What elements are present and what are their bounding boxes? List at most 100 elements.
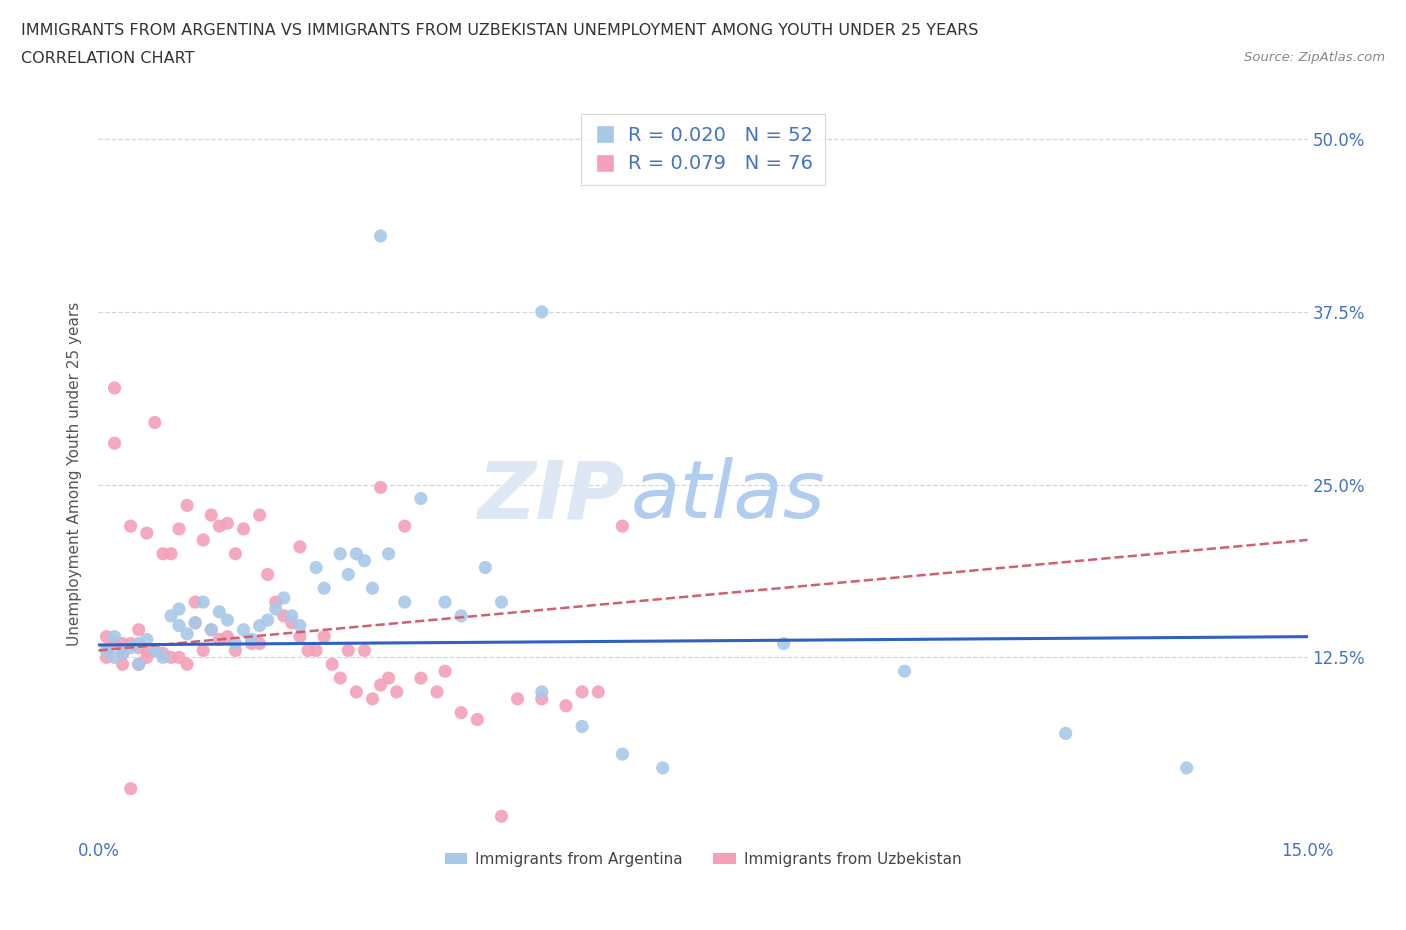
Point <box>184 616 207 631</box>
Point <box>273 591 295 605</box>
Point <box>612 519 634 534</box>
Point <box>120 519 142 534</box>
Point <box>329 671 352 685</box>
Point <box>176 657 198 671</box>
Point <box>200 622 222 637</box>
Point <box>128 657 150 671</box>
Point <box>135 650 157 665</box>
Point <box>506 691 529 706</box>
Point <box>530 684 553 699</box>
Point <box>152 546 174 561</box>
Point <box>370 678 392 693</box>
Text: Source: ZipAtlas.com: Source: ZipAtlas.com <box>1244 51 1385 64</box>
Point <box>103 436 125 451</box>
Text: IMMIGRANTS FROM ARGENTINA VS IMMIGRANTS FROM UZBEKISTAN UNEMPLOYMENT AMONG YOUTH: IMMIGRANTS FROM ARGENTINA VS IMMIGRANTS … <box>21 23 979 38</box>
Point <box>353 553 375 568</box>
Point <box>450 608 472 623</box>
Text: CORRELATION CHART: CORRELATION CHART <box>21 51 194 66</box>
Point <box>1175 761 1198 776</box>
Point <box>264 602 287 617</box>
Point <box>224 546 246 561</box>
Point <box>176 627 198 642</box>
Point <box>651 761 673 776</box>
Point <box>143 643 166 658</box>
Point <box>353 643 375 658</box>
Text: atlas: atlas <box>630 457 825 535</box>
Point <box>249 618 271 633</box>
Point <box>167 602 190 617</box>
Point <box>176 498 198 512</box>
Point <box>394 519 416 534</box>
Point <box>103 650 125 665</box>
Point <box>394 594 416 609</box>
Point <box>249 636 271 651</box>
Point <box>240 636 263 651</box>
Point <box>344 684 367 699</box>
Point <box>103 630 125 644</box>
Point <box>128 622 150 637</box>
Point <box>305 560 328 575</box>
Point <box>361 581 384 596</box>
Point <box>370 480 392 495</box>
Point <box>450 705 472 720</box>
Point <box>184 616 207 631</box>
Point <box>224 636 246 651</box>
Point <box>152 645 174 660</box>
Point <box>193 533 215 548</box>
Point <box>217 613 239 628</box>
Point <box>314 581 336 596</box>
Point <box>217 516 239 531</box>
Point <box>344 546 367 561</box>
Point <box>571 684 593 699</box>
Point <box>337 567 360 582</box>
Point <box>893 664 915 679</box>
Point <box>143 643 166 658</box>
Point <box>96 630 118 644</box>
Point <box>152 650 174 665</box>
Point <box>208 632 231 647</box>
Point <box>96 643 118 658</box>
Point <box>409 491 432 506</box>
Point <box>96 650 118 665</box>
Point <box>193 643 215 658</box>
Point <box>167 522 190 537</box>
Point <box>111 645 134 660</box>
Point <box>167 618 190 633</box>
Point <box>465 712 488 727</box>
Point <box>200 622 222 637</box>
Point <box>120 640 142 655</box>
Point <box>240 632 263 647</box>
Point <box>128 640 150 655</box>
Point <box>337 643 360 658</box>
Point <box>160 546 183 561</box>
Point <box>217 630 239 644</box>
Point <box>530 304 553 319</box>
Point <box>426 684 449 699</box>
Point <box>208 604 231 619</box>
Point <box>530 691 553 706</box>
Point <box>135 632 157 647</box>
Point <box>297 643 319 658</box>
Point <box>256 613 278 628</box>
Point <box>208 519 231 534</box>
Point <box>120 781 142 796</box>
Point <box>288 630 311 644</box>
Point <box>329 546 352 561</box>
Point <box>409 671 432 685</box>
Point <box>160 608 183 623</box>
Point <box>385 684 408 699</box>
Point <box>167 650 190 665</box>
Point <box>111 645 134 660</box>
Point <box>135 525 157 540</box>
Point <box>103 636 125 651</box>
Point <box>434 594 457 609</box>
Point <box>434 664 457 679</box>
Point <box>305 643 328 658</box>
Point <box>370 229 392 244</box>
Point <box>586 684 609 699</box>
Point <box>96 643 118 658</box>
Point <box>184 594 207 609</box>
Point <box>314 630 336 644</box>
Point <box>103 380 125 395</box>
Point <box>256 567 278 582</box>
